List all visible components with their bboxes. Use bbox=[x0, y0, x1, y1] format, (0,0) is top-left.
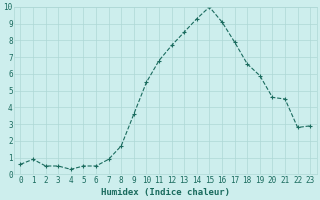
X-axis label: Humidex (Indice chaleur): Humidex (Indice chaleur) bbox=[101, 188, 230, 197]
